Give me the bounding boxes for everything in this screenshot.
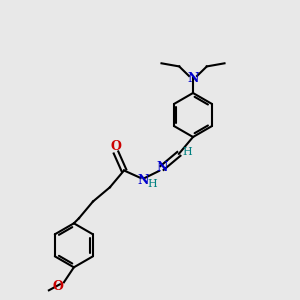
Text: N: N xyxy=(156,161,168,175)
Text: O: O xyxy=(52,280,63,293)
Text: O: O xyxy=(111,140,122,153)
Text: N: N xyxy=(137,175,148,188)
Text: H: H xyxy=(148,179,158,189)
Text: H: H xyxy=(182,147,192,157)
Text: N: N xyxy=(187,71,199,85)
